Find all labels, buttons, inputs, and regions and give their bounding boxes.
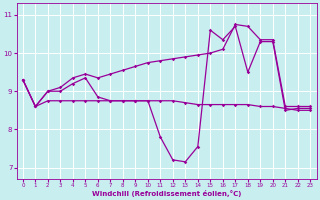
X-axis label: Windchill (Refroidissement éolien,°C): Windchill (Refroidissement éolien,°C): [92, 190, 241, 197]
